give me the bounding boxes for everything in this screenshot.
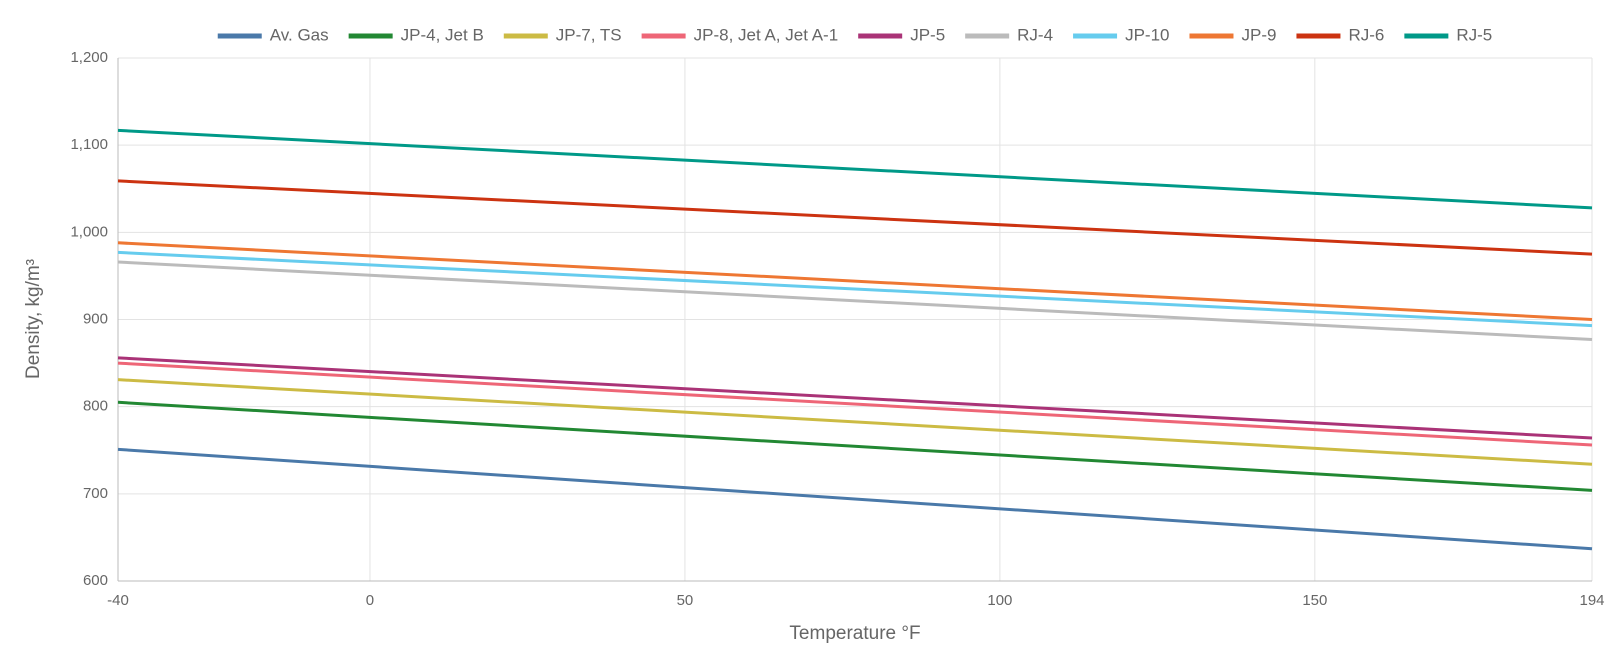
legend-label: JP-7, TS — [556, 25, 622, 44]
data-line — [117, 400, 1593, 492]
y-tick-label: 1,000 — [70, 223, 108, 240]
x-axis-title: Temperature °F — [789, 623, 920, 644]
legend-label: Av. Gas — [270, 25, 329, 44]
legend: Av. Gas JP-4, Jet B JP-7, TS JP-8, Jet A, J… — [217, 25, 1492, 44]
y-axis-title: Density, kg/m³ — [23, 259, 44, 379]
y-tick-label: 600 — [83, 572, 108, 589]
data-line — [117, 128, 1593, 210]
legend-label: JP-10 — [1125, 25, 1169, 44]
data-line — [117, 250, 1593, 328]
y-tick-label: 900 — [83, 310, 108, 327]
x-tick-label: -40 — [107, 592, 129, 609]
x-tick-label: 50 — [677, 592, 694, 609]
legend-label: RJ-5 — [1456, 25, 1492, 44]
x-tick-label: 194 — [1579, 592, 1604, 609]
legend-label: JP-4, Jet B — [401, 25, 484, 44]
data-line — [117, 179, 1593, 256]
data-line — [117, 260, 1593, 342]
data-line — [117, 447, 1593, 551]
data-line — [117, 356, 1593, 440]
data-line — [117, 241, 1593, 321]
legend-label: RJ-6 — [1348, 25, 1384, 44]
y-tick-label: 800 — [83, 398, 108, 415]
y-tick-label: 1,100 — [70, 136, 108, 153]
x-tick-label: 100 — [987, 592, 1012, 609]
y-tick-label: 700 — [83, 485, 108, 502]
legend-label: JP-5 — [910, 25, 945, 44]
legend-label: JP-8, Jet A, Jet A-1 — [694, 25, 839, 44]
legend-label: RJ-4 — [1017, 25, 1053, 44]
y-tick-label: 1,200 — [70, 49, 108, 66]
x-tick-label: 0 — [366, 592, 374, 609]
data-line — [117, 378, 1593, 466]
data-line — [117, 361, 1593, 447]
x-tick-label: 150 — [1302, 592, 1327, 609]
legend-label: JP-9 — [1241, 25, 1276, 44]
